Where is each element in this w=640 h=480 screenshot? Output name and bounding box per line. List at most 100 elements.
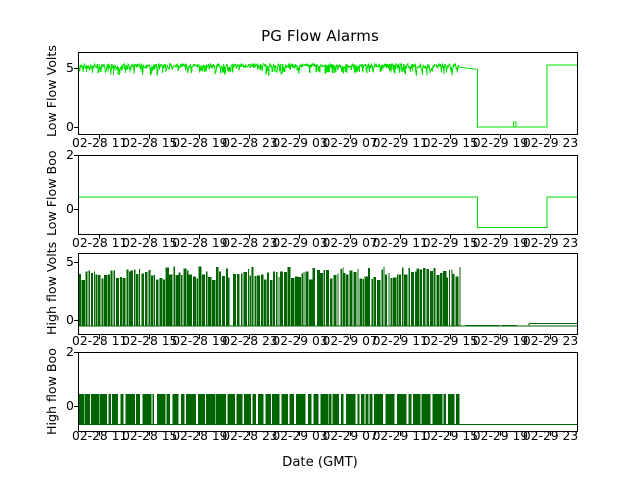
xtick-label-sp2-5: 02-29 07 [322, 334, 378, 348]
xtick-label-sp3-2: 02-28 19 [172, 429, 228, 443]
xtick-mark-sp1-1 [149, 235, 151, 239]
ytick-mark-sp3-0 [74, 406, 78, 408]
xtick-label-sp1-7: 02-29 15 [422, 236, 478, 250]
xtick-mark-sp3-0 [99, 432, 101, 436]
xtick-label-sp1-0: 02-28 11 [72, 236, 128, 250]
xtick-label-sp2-1: 02-28 15 [122, 334, 178, 348]
xtick-mark-sp0-6 [399, 135, 401, 139]
xtick-mark-sp3-1 [149, 432, 151, 436]
xtick-mark-sp3-2 [199, 432, 201, 436]
xtick-mark-sp1-0 [99, 235, 101, 239]
xtick-mark-sp1-6 [399, 235, 401, 239]
xtick-label-sp0-5: 02-29 07 [322, 136, 378, 150]
ytick-high-flow-volts-0: 0 [66, 312, 74, 327]
xtick-mark-sp2-2 [199, 335, 201, 339]
xtick-mark-sp2-8 [499, 335, 501, 339]
ylabel-low-flow-volts: Low Flow Volts [44, 45, 59, 137]
xtick-mark-sp0-1 [149, 135, 151, 139]
xtick-label-sp1-2: 02-28 19 [172, 236, 228, 250]
xtick-mark-sp1-8 [499, 235, 501, 239]
xtick-mark-sp2-7 [449, 335, 451, 339]
xtick-label-sp3-6: 02-29 11 [372, 429, 428, 443]
xtick-label-sp2-0: 02-28 11 [72, 334, 128, 348]
xtick-label-sp3-5: 02-29 07 [322, 429, 378, 443]
xtick-mark-sp1-7 [449, 235, 451, 239]
xtick-mark-sp0-3 [249, 135, 251, 139]
xtick-mark-sp2-6 [399, 335, 401, 339]
xtick-label-sp2-4: 02-29 03 [272, 334, 328, 348]
xtick-label-sp1-8: 02-29 19 [472, 236, 529, 250]
xtick-label-sp2-6: 02-29 11 [372, 334, 428, 348]
ytick-low-flow-volts-5: 5 [66, 60, 74, 75]
xtick-mark-sp2-4 [299, 335, 301, 339]
xtick-mark-sp0-7 [449, 135, 451, 139]
xtick-mark-sp3-7 [449, 432, 451, 436]
xlabel: Date (GMT) [282, 455, 358, 470]
xtick-label-sp3-0: 02-28 11 [72, 429, 128, 443]
xtick-mark-sp2-3 [249, 335, 251, 339]
ytick-mark-sp1-0 [74, 209, 78, 211]
subplot-high-flow-volts [78, 253, 578, 335]
ylabel-low-flow-boolean: Low Flow Boo [44, 150, 59, 236]
ytick-high-flow-boolean-0: 0 [66, 398, 74, 413]
xtick-mark-sp0-0 [99, 135, 101, 139]
ytick-mark-sp2-0 [74, 320, 78, 322]
ytick-low-flow-boolean-2: 2 [66, 147, 74, 162]
xtick-label-sp2-9: 02-29 23 [522, 334, 579, 348]
plot-surface-high-flow-volts [79, 254, 577, 334]
xtick-mark-sp3-3 [249, 432, 251, 436]
xtick-label-sp1-4: 02-29 03 [272, 236, 328, 250]
xtick-label-sp3-1: 02-28 15 [122, 429, 178, 443]
xtick-mark-sp0-4 [299, 135, 301, 139]
plot-surface-low-flow-boolean [79, 156, 577, 234]
ytick-mark-sp0-5 [74, 68, 78, 70]
xtick-mark-sp2-9 [549, 335, 551, 339]
subplot-low-flow-volts [78, 52, 578, 135]
xtick-label-sp2-8: 02-29 19 [472, 334, 529, 348]
xtick-mark-sp0-8 [499, 135, 501, 139]
xtick-mark-sp2-1 [149, 335, 151, 339]
xtick-label-sp3-3: 02-28 23 [222, 429, 278, 443]
xtick-label-sp3-8: 02-29 19 [472, 429, 529, 443]
xtick-label-sp0-8: 02-29 19 [472, 136, 529, 150]
xtick-label-sp0-7: 02-29 15 [422, 136, 478, 150]
xtick-mark-sp0-2 [199, 135, 201, 139]
xtick-label-sp3-4: 02-29 03 [272, 429, 328, 443]
ylabel-high-flow-volts: High flow Volts [44, 241, 59, 335]
xtick-label-sp0-2: 02-28 19 [172, 136, 228, 150]
plot-surface-low-flow-volts [79, 53, 577, 134]
xtick-mark-sp1-5 [349, 235, 351, 239]
ytick-high-flow-boolean-2: 2 [66, 344, 74, 359]
ytick-low-flow-volts-0: 0 [66, 119, 74, 134]
ylabel-high-flow-boolean: High flow Boo [44, 348, 59, 435]
xtick-mark-sp3-5 [349, 432, 351, 436]
plot-surface-high-flow-boolean [79, 353, 577, 431]
xtick-label-sp1-5: 02-29 07 [322, 236, 378, 250]
xtick-label-sp2-3: 02-28 23 [222, 334, 278, 348]
xtick-label-sp0-1: 02-28 15 [122, 136, 178, 150]
xtick-mark-sp3-8 [499, 432, 501, 436]
xtick-mark-sp0-5 [349, 135, 351, 139]
ytick-mark-sp3-2 [74, 352, 78, 354]
xtick-mark-sp2-5 [349, 335, 351, 339]
xtick-label-sp1-3: 02-28 23 [222, 236, 278, 250]
xtick-label-sp1-1: 02-28 15 [122, 236, 178, 250]
xtick-mark-sp3-9 [549, 432, 551, 436]
ytick-high-flow-volts-5: 5 [66, 254, 74, 269]
xtick-label-sp1-6: 02-29 11 [372, 236, 428, 250]
xtick-mark-sp3-6 [399, 432, 401, 436]
xtick-label-sp3-9: 02-29 23 [522, 429, 579, 443]
xtick-label-sp0-3: 02-28 23 [222, 136, 278, 150]
xtick-mark-sp1-4 [299, 235, 301, 239]
xtick-label-sp2-2: 02-28 19 [172, 334, 228, 348]
xtick-mark-sp1-2 [199, 235, 201, 239]
xtick-label-sp0-6: 02-29 11 [372, 136, 428, 150]
subplot-low-flow-boolean [78, 155, 578, 235]
xtick-mark-sp2-0 [99, 335, 101, 339]
xtick-mark-sp0-9 [549, 135, 551, 139]
ytick-mark-sp1-2 [74, 155, 78, 157]
xtick-label-sp0-0: 02-28 11 [72, 136, 128, 150]
chart-title: PG Flow Alarms [261, 27, 379, 45]
xtick-mark-sp3-4 [299, 432, 301, 436]
